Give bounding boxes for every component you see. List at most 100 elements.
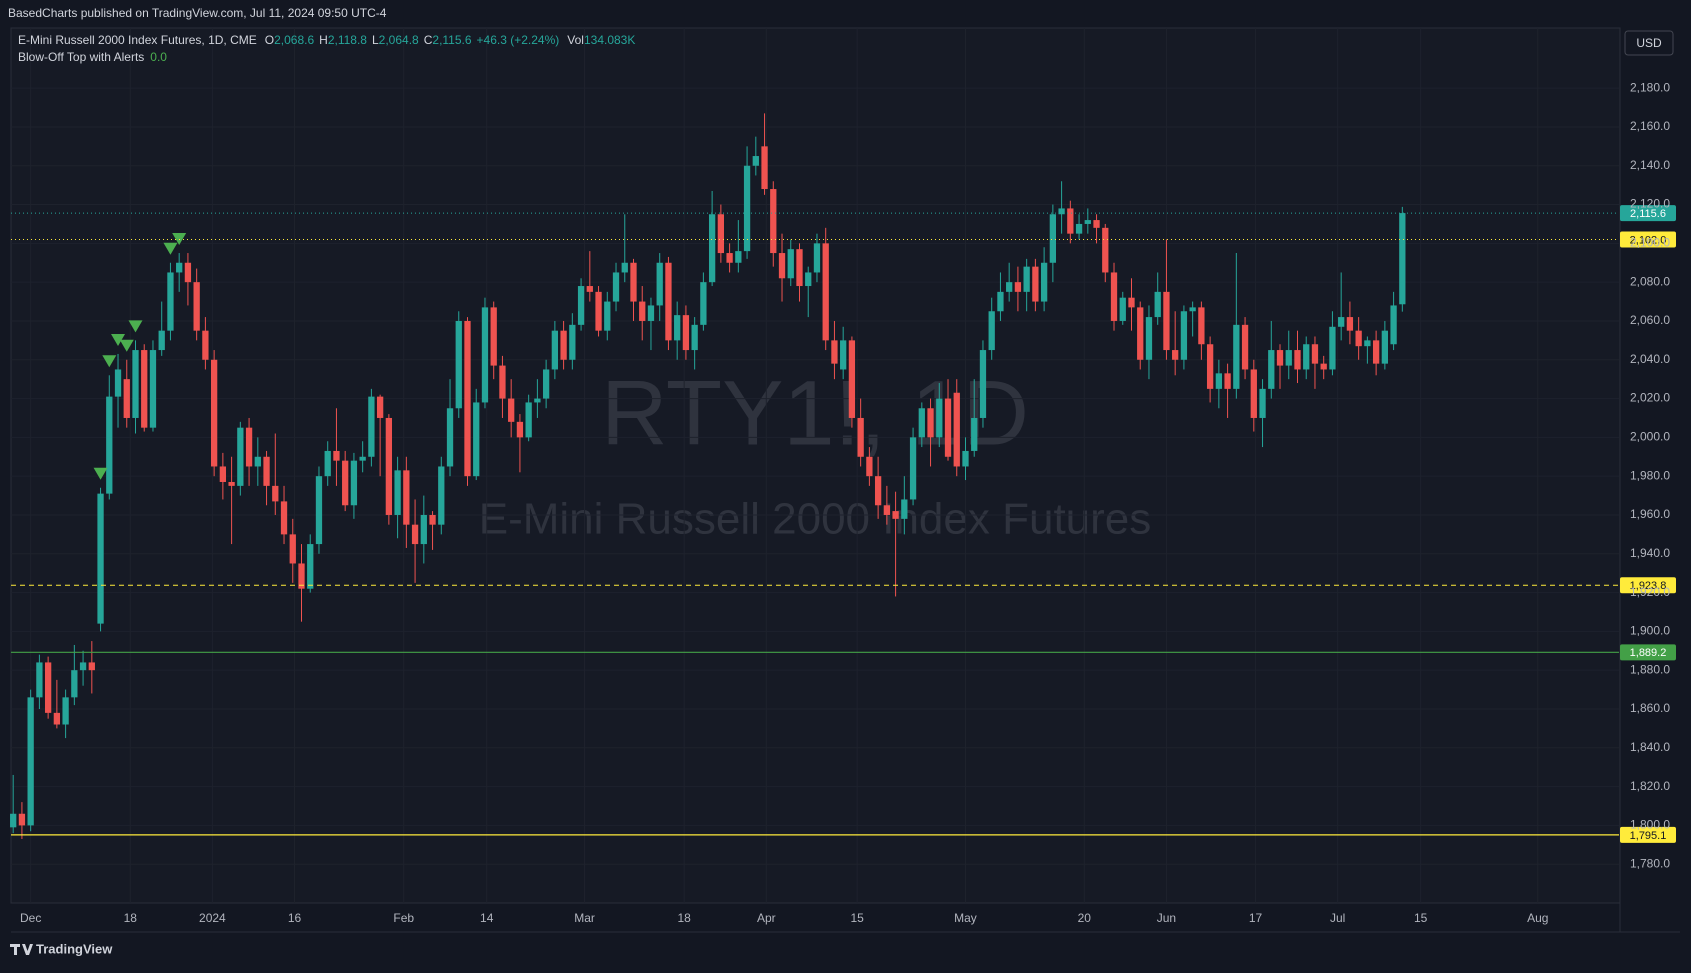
candle-body xyxy=(1276,350,1284,366)
legend-row: Blow-Off Top with Alerts 0.0 xyxy=(18,50,167,64)
y-tick-label: 2,080.0 xyxy=(1630,274,1670,288)
candle-body xyxy=(1163,291,1170,351)
currency-button[interactable] xyxy=(1624,30,1674,56)
y-tick-label: 1,920.0 xyxy=(1630,585,1670,599)
signal-marker xyxy=(111,333,126,346)
candle-body xyxy=(97,493,104,624)
candle-body xyxy=(368,396,375,457)
y-tick-label: 1,820.0 xyxy=(1630,779,1670,793)
candle-body xyxy=(446,408,454,467)
candle-body xyxy=(569,324,576,360)
candle-body xyxy=(289,534,296,564)
candle-body xyxy=(604,301,611,331)
x-tick-label: 18 xyxy=(124,911,138,925)
candle-body xyxy=(726,253,733,263)
candle-body xyxy=(988,311,995,351)
candle-body xyxy=(691,324,698,351)
candle-body xyxy=(936,398,943,438)
published-line: BasedCharts published on TradingView.com… xyxy=(8,6,387,20)
candle-body xyxy=(254,456,261,467)
candle-body xyxy=(1023,266,1030,292)
price-tag xyxy=(1620,826,1676,843)
currency[interactable]: USD xyxy=(1636,36,1662,50)
legend-key: L xyxy=(372,33,379,47)
candle-body xyxy=(158,330,165,351)
candle-body xyxy=(455,320,462,409)
candle-body xyxy=(499,365,506,399)
x-tick-label: Feb xyxy=(393,911,414,925)
price-tag-label: 1,889.2 xyxy=(1630,647,1667,659)
candle-body xyxy=(1233,324,1240,389)
x-tick-label: 16 xyxy=(288,911,302,925)
legend-value: 2,064.8 xyxy=(379,33,419,47)
candle-body xyxy=(1093,220,1100,228)
candle-body xyxy=(394,470,401,515)
candle-body xyxy=(79,662,87,671)
legend-key: H xyxy=(319,33,328,47)
legend-change: +46.3 (+2.24%) xyxy=(477,33,560,47)
candle-body xyxy=(918,408,925,438)
x-tick-label: 15 xyxy=(1414,911,1428,925)
candle-body xyxy=(1049,214,1057,263)
signal-marker xyxy=(163,242,178,255)
candle-body xyxy=(1355,330,1362,347)
candle-body xyxy=(114,369,122,397)
candle-body xyxy=(184,262,192,283)
candle-body xyxy=(10,813,17,828)
candle-body xyxy=(1250,369,1257,418)
candle-body xyxy=(473,402,480,477)
candle-body xyxy=(385,417,393,515)
candle-body xyxy=(123,379,130,418)
candle-body xyxy=(813,243,821,273)
candle-body xyxy=(237,427,244,486)
brand-logo xyxy=(10,944,33,955)
watermark-name: E-Mini Russell 2000 Index Futures xyxy=(479,495,1152,544)
candle-body xyxy=(27,697,34,826)
candle-body xyxy=(840,340,847,370)
candle-body xyxy=(752,156,759,166)
candle-body xyxy=(315,476,323,545)
candle-body xyxy=(560,330,567,360)
candle-body xyxy=(1320,363,1327,370)
candle-body xyxy=(350,460,358,506)
y-tick-label: 2,180.0 xyxy=(1630,80,1670,94)
x-tick-label: 15 xyxy=(850,911,864,925)
candle-body xyxy=(1172,350,1179,360)
candle-body xyxy=(516,421,524,438)
candle-body xyxy=(639,301,646,321)
candle-body xyxy=(1067,208,1074,234)
candle-body xyxy=(1399,213,1406,305)
candle-body xyxy=(700,282,707,325)
price-tag-label: 1,795.1 xyxy=(1630,830,1667,842)
price-tag-label: 2,102.0 xyxy=(1630,234,1667,246)
watermark: RTY1!, 1D E-Mini Russell 2000 Index Futur… xyxy=(479,362,1152,543)
candle-body xyxy=(1137,307,1144,360)
legend-key: O xyxy=(265,33,274,47)
signal-marker xyxy=(93,467,108,480)
candle-body xyxy=(403,470,410,525)
candle-body xyxy=(62,697,69,725)
x-tick-label: Jul xyxy=(1330,911,1345,925)
candle-body xyxy=(193,282,200,331)
y-tick-label: 1,780.0 xyxy=(1630,856,1670,870)
candle-body xyxy=(1145,317,1153,360)
candle-body xyxy=(210,359,218,467)
candle-body xyxy=(1084,220,1091,224)
candle-body xyxy=(1040,262,1048,302)
x-tick-label: 18 xyxy=(677,911,691,925)
candle-body xyxy=(542,369,550,399)
candle-body xyxy=(717,214,725,254)
legend-value: 134.083K xyxy=(584,33,635,47)
candle-body xyxy=(376,396,384,418)
candle-body xyxy=(848,340,856,418)
candle-body xyxy=(1128,297,1135,308)
candle-body xyxy=(132,350,139,418)
candle-body xyxy=(342,460,349,506)
x-tick-label: 14 xyxy=(480,911,494,925)
price-tag xyxy=(1620,231,1676,248)
price-lines: 2,115.6 2,102.0 1,923.8 1,889.2 1,795.1 xyxy=(11,205,1676,843)
candle-body xyxy=(595,291,602,331)
candle-body xyxy=(874,476,882,506)
y-tick-label: 1,960.0 xyxy=(1630,507,1670,521)
